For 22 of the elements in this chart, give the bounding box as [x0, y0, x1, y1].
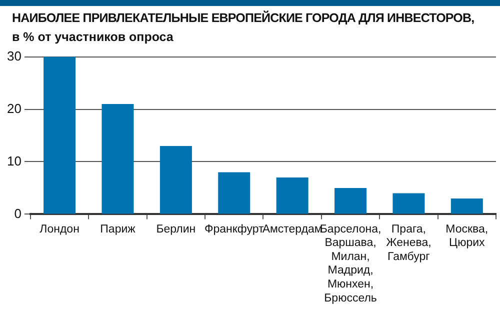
x-tick-label: Амстердам — [262, 223, 322, 236]
bar — [102, 104, 134, 214]
bar — [160, 146, 192, 214]
y-tick-label: 20 — [6, 100, 22, 116]
bar — [392, 193, 425, 214]
x-tick-label: Берлин — [156, 223, 196, 236]
y-tick-label: 30 — [6, 48, 22, 64]
x-tick-label: Лондон — [40, 223, 80, 236]
x-tick-label: Прага, Женева, Гамбург — [386, 223, 432, 263]
bar — [276, 177, 308, 214]
bar — [334, 188, 367, 214]
x-tick-label: Барселона, Варшава, Милан, Мадрид, Мюнхен, Брюссель — [320, 223, 382, 304]
bar — [44, 56, 76, 214]
x-tick-label: Париж — [100, 223, 136, 236]
bar — [218, 172, 250, 214]
y-tick-label: 10 — [6, 153, 22, 168]
y-tick-label: 0 — [14, 206, 22, 221]
bar — [450, 198, 483, 214]
x-tick-label: Москва, Цюрих — [446, 223, 488, 250]
chart-title: НАИБОЛЕЕ ПРИВЛЕКАТЕЛЬНЫЕ ЕВРОПЕЙСКИЕ ГОРОДА ДЛЯ ИНВЕСТОРОВ, — [12, 11, 474, 25]
chart-subtitle: в % от участников опроса — [12, 30, 174, 44]
x-tick-label: Франкфурт — [204, 223, 265, 236]
